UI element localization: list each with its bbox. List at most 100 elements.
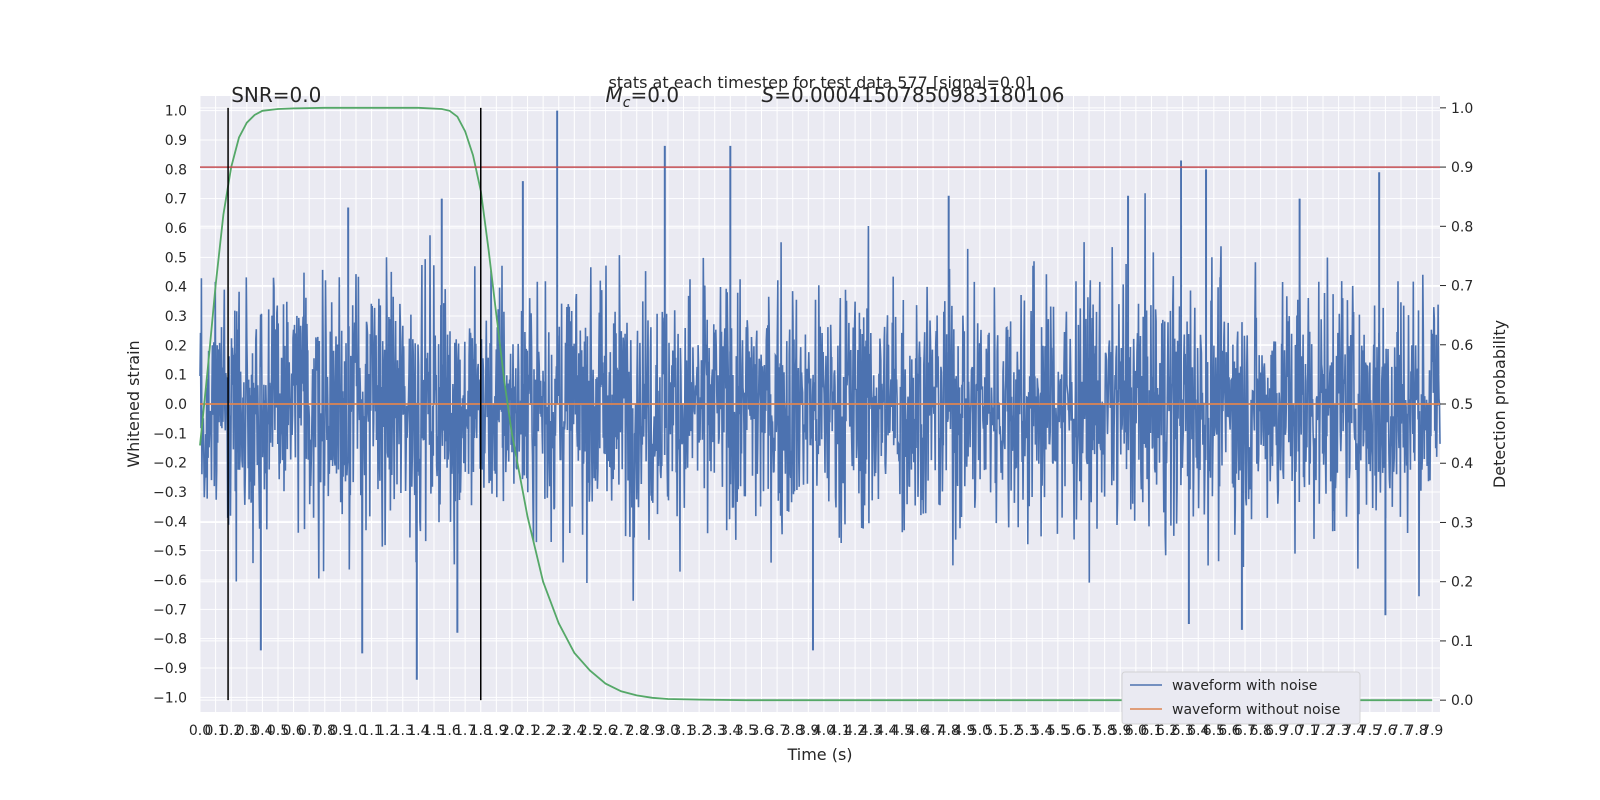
x-tick-label-14: 1.4 <box>407 723 429 739</box>
x-tick-label-65: 6.5 <box>1203 723 1225 739</box>
x-tick-label-68: 6.8 <box>1249 723 1271 739</box>
x-tick-label-0: 0.0 <box>189 723 211 739</box>
x-tick-label-72: 7.2 <box>1312 723 1334 739</box>
y-tick-label-6: −0.4 <box>153 514 187 530</box>
x-tick-label-4: 0.4 <box>251 723 273 739</box>
x-tick-label-22: 2.2 <box>532 723 554 739</box>
x-tick-label-47: 4.7 <box>922 723 944 739</box>
y2-tick-label-0: 0.0 <box>1451 693 1473 709</box>
legend-label-clean: waveform without noise <box>1172 702 1340 718</box>
x-tick-label-18: 1.8 <box>470 723 492 739</box>
y2-tick-label-10: 1.0 <box>1451 101 1473 117</box>
x-tick-label-36: 3.6 <box>750 723 772 739</box>
x-tick-label-5: 0.5 <box>267 723 289 739</box>
x-tick-label-9: 0.9 <box>329 723 351 739</box>
x-tick-label-55: 5.5 <box>1047 723 1069 739</box>
legend-label-noise: waveform with noise <box>1172 678 1317 694</box>
x-tick-label-53: 5.3 <box>1016 723 1038 739</box>
y-tick-label-12: 0.2 <box>165 338 187 354</box>
y-tick-label-8: −0.2 <box>153 456 187 472</box>
x-tick-label-29: 2.9 <box>641 723 663 739</box>
x-tick-label-73: 7.3 <box>1327 723 1349 739</box>
y-tick-label-2: −0.8 <box>153 632 187 648</box>
x-tick-label-1: 0.1 <box>204 723 226 739</box>
x-tick-label-32: 3.2 <box>688 723 710 739</box>
x-tick-label-39: 3.9 <box>797 723 819 739</box>
x-tick-label-33: 3.3 <box>704 723 726 739</box>
x-tick-label-62: 6.2 <box>1156 723 1178 739</box>
x-axis-ticks: 0.00.10.20.30.40.50.60.70.80.91.01.11.21… <box>189 723 1443 739</box>
y-tick-label-1: −0.9 <box>153 661 187 677</box>
x-tick-label-12: 1.2 <box>376 723 398 739</box>
x-tick-label-57: 5.7 <box>1078 723 1100 739</box>
x-tick-label-30: 3.0 <box>657 723 679 739</box>
x-tick-label-70: 7.0 <box>1281 723 1303 739</box>
x-tick-label-51: 5.1 <box>984 723 1006 739</box>
y2-tick-label-7: 0.7 <box>1451 279 1473 295</box>
x-tick-label-28: 2.8 <box>626 723 648 739</box>
x-tick-label-76: 7.6 <box>1374 723 1396 739</box>
y-tick-label-4: −0.6 <box>153 573 187 589</box>
x-tick-label-40: 4.0 <box>813 723 835 739</box>
x-tick-label-79: 7.9 <box>1421 723 1443 739</box>
annotation-2: S=0.00041507850983180106 <box>762 83 1065 107</box>
x-tick-label-74: 7.4 <box>1343 723 1365 739</box>
y-tick-label-10: 0.0 <box>165 397 187 413</box>
x-tick-label-31: 3.1 <box>672 723 694 739</box>
x-tick-label-77: 7.7 <box>1390 723 1412 739</box>
series-detection-probability <box>199 106 1433 702</box>
y-axis-ticks: −1.0 −0.9 −0.8 −0.7 −0.6 −0.5 −0.4 −0.3 −0.2 −0.1… <box>153 104 187 707</box>
x-tick-label-54: 5.4 <box>1031 723 1053 739</box>
series-waveform-with-noise <box>199 110 1441 680</box>
legend: waveform with noise waveform without noi… <box>1121 671 1361 725</box>
legend-box <box>1121 671 1361 725</box>
x-tick-label-49: 4.9 <box>953 723 975 739</box>
x-tick-label-56: 5.6 <box>1062 723 1084 739</box>
y-tick-label-9: −0.1 <box>153 426 187 442</box>
x-tick-label-2: 0.2 <box>220 723 242 739</box>
y-tick-label-13: 0.3 <box>165 309 187 325</box>
x-tick-label-42: 4.2 <box>844 723 866 739</box>
annotation-0: SNR=0.0 <box>231 83 321 107</box>
y-tick-label-14: 0.4 <box>165 280 187 296</box>
y2-tick-label-8: 0.8 <box>1451 219 1473 235</box>
y2-axis-label: Detection probability <box>1490 320 1509 488</box>
x-tick-label-26: 2.6 <box>594 723 616 739</box>
y-tick-label-16: 0.6 <box>165 221 187 237</box>
y-tick-label-20: 1.0 <box>165 104 187 120</box>
x-tick-label-48: 4.8 <box>938 723 960 739</box>
x-tick-label-63: 6.3 <box>1172 723 1194 739</box>
chart-title: stats at each timestep for test data 577… <box>608 73 1031 92</box>
x-tick-label-23: 2.3 <box>548 723 570 739</box>
x-tick-label-45: 4.5 <box>891 723 913 739</box>
x-tick-label-58: 5.8 <box>1094 723 1116 739</box>
x-tick-label-3: 0.3 <box>236 723 258 739</box>
annotations: SNR=0.0 Mc=0.0 S=0.00041507850983180106 <box>231 83 1064 111</box>
y2-axis-ticks: 0.0 0.1 0.2 0.3 0.4 0.5 0.6 0.7 0.8 0.9 1.0 <box>1440 101 1473 709</box>
y2-tick-label-2: 0.2 <box>1451 575 1473 591</box>
x-tick-label-8: 0.8 <box>314 723 336 739</box>
x-tick-label-16: 1.6 <box>438 723 460 739</box>
x-axis-label: Time (s) <box>786 745 852 764</box>
x-tick-label-37: 3.7 <box>766 723 788 739</box>
x-tick-label-38: 3.8 <box>782 723 804 739</box>
x-tick-label-52: 5.2 <box>1000 723 1022 739</box>
y-tick-label-19: 0.9 <box>165 133 187 149</box>
x-tick-label-71: 7.1 <box>1296 723 1318 739</box>
x-tick-label-25: 2.5 <box>579 723 601 739</box>
y2-tick-label-5: 0.5 <box>1451 397 1473 413</box>
x-tick-label-64: 6.4 <box>1187 723 1209 739</box>
y-tick-label-15: 0.5 <box>165 250 187 266</box>
x-tick-label-13: 1.3 <box>392 723 414 739</box>
x-tick-label-60: 6.0 <box>1125 723 1147 739</box>
reference-lines <box>200 107 1440 701</box>
x-tick-label-66: 6.6 <box>1218 723 1240 739</box>
x-tick-label-41: 4.1 <box>828 723 850 739</box>
y2-tick-label-1: 0.1 <box>1451 634 1473 650</box>
x-tick-label-34: 3.4 <box>719 723 741 739</box>
x-tick-label-19: 1.9 <box>485 723 507 739</box>
x-tick-label-27: 2.7 <box>610 723 632 739</box>
x-tick-label-35: 3.5 <box>735 723 757 739</box>
x-tick-label-24: 2.4 <box>563 723 585 739</box>
